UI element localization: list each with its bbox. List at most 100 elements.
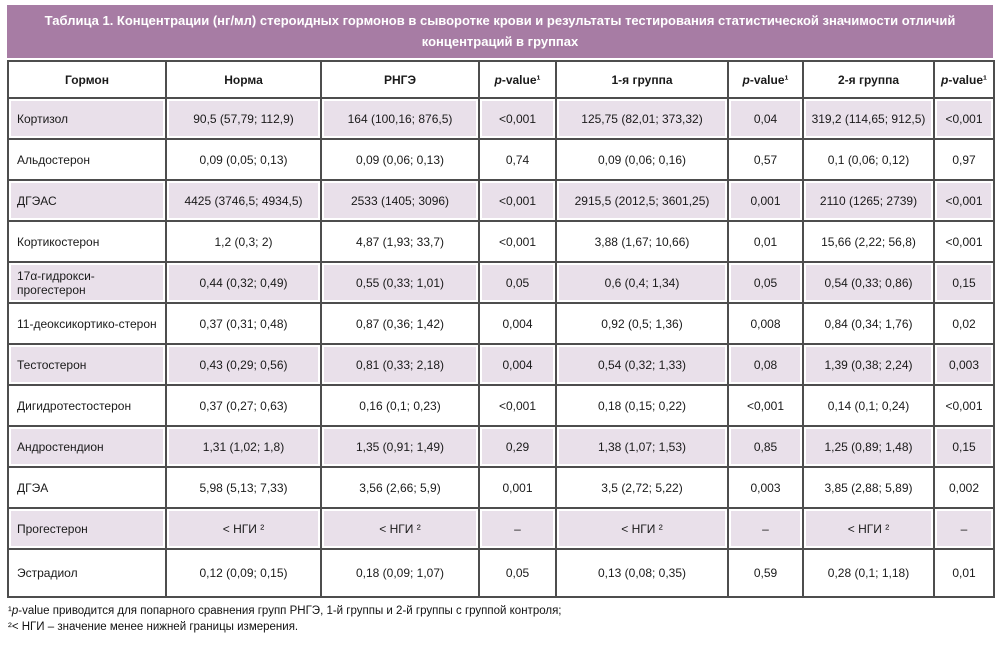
- column-header: p-value¹: [933, 60, 995, 99]
- value-cell: 0,81 (0,33; 2,18): [320, 343, 480, 386]
- value-cell: 1,25 (0,89; 1,48): [802, 425, 935, 468]
- value-cell: 0,004: [478, 343, 557, 386]
- value-cell: 0,18 (0,15; 0,22): [555, 384, 729, 427]
- value-cell: 0,59: [727, 548, 804, 598]
- table-row: Эстрадиол 0,12 (0,09; 0,15) 0,18 (0,09; 1,…: [7, 548, 995, 598]
- value-cell: 0,01: [727, 220, 804, 263]
- table-row: Андростендион 1,31 (1,02; 1,8) 1,35 (0,91;…: [7, 425, 995, 468]
- value-cell: 4,87 (1,93; 33,7): [320, 220, 480, 263]
- value-cell: 1,38 (1,07; 1,53): [555, 425, 729, 468]
- value-cell: –: [727, 507, 804, 550]
- value-cell: 0,09 (0,05; 0,13): [165, 138, 322, 181]
- value-cell: 0,6 (0,4; 1,34): [555, 261, 729, 304]
- column-header: Норма: [165, 60, 322, 99]
- table-row: ДГЭАС 4425 (3746,5; 4934,5) 2533 (1405; 30…: [7, 179, 995, 222]
- value-cell: 0,004: [478, 302, 557, 345]
- table-row: Дигидротестостерон 0,37 (0,27; 0,63) 0,16 …: [7, 384, 995, 427]
- value-cell: 0,05: [478, 261, 557, 304]
- table-row: Кортизол 90,5 (57,79; 112,9) 164 (100,16; …: [7, 97, 995, 140]
- footnote-1: ¹p-value приводится для попарного сравне…: [8, 605, 562, 617]
- value-cell: 1,39 (0,38; 2,24): [802, 343, 935, 386]
- value-cell: 0,14 (0,1; 0,24): [802, 384, 935, 427]
- value-cell: 0,29: [478, 425, 557, 468]
- value-cell: < НГИ ²: [320, 507, 480, 550]
- value-cell: <0,001: [727, 384, 804, 427]
- value-cell: 4425 (3746,5; 4934,5): [165, 179, 322, 222]
- value-cell: 0,18 (0,09; 1,07): [320, 548, 480, 598]
- value-cell: 0,74: [478, 138, 557, 181]
- table-row: Кортикостерон 1,2 (0,3; 2) 4,87 (1,93; 33,…: [7, 220, 995, 263]
- value-cell: 0,12 (0,09; 0,15): [165, 548, 322, 598]
- value-cell: <0,001: [933, 179, 995, 222]
- hormone-name-cell: ДГЭА: [7, 466, 167, 509]
- hormone-name-cell: Тестостерон: [7, 343, 167, 386]
- value-cell: –: [933, 507, 995, 550]
- column-header: РНГЭ: [320, 60, 480, 99]
- value-cell: 0,002: [933, 466, 995, 509]
- value-cell: 0,15: [933, 261, 995, 304]
- value-cell: 0,001: [727, 179, 804, 222]
- table-row: Прогестерон < НГИ ² < НГИ ² – < НГИ ² – < НГИ …: [7, 507, 995, 550]
- value-cell: <0,001: [933, 220, 995, 263]
- value-cell: 2110 (1265; 2739): [802, 179, 935, 222]
- value-cell: 0,87 (0,36; 1,42): [320, 302, 480, 345]
- hormones-table: Гормон Норма РНГЭ p-value¹ 1-я группа p-value…: [7, 60, 995, 598]
- hormone-name-cell: ДГЭАС: [7, 179, 167, 222]
- value-cell: 0,08: [727, 343, 804, 386]
- value-cell: 1,35 (0,91; 1,49): [320, 425, 480, 468]
- value-cell: 0,008: [727, 302, 804, 345]
- value-cell: 0,37 (0,31; 0,48): [165, 302, 322, 345]
- value-cell: <0,001: [478, 220, 557, 263]
- value-cell: 0,01: [933, 548, 995, 598]
- hormone-name-cell: Кортикостерон: [7, 220, 167, 263]
- column-header: 1-я группа: [555, 60, 729, 99]
- value-cell: 0,16 (0,1; 0,23): [320, 384, 480, 427]
- value-cell: <0,001: [933, 384, 995, 427]
- value-cell: 2533 (1405; 3096): [320, 179, 480, 222]
- table-body: Кортизол 90,5 (57,79; 112,9) 164 (100,16; …: [7, 97, 995, 598]
- value-cell: 0,04: [727, 97, 804, 140]
- header-row: Гормон Норма РНГЭ p-value¹ 1-я группа p-value…: [7, 60, 995, 99]
- value-cell: <0,001: [478, 179, 557, 222]
- value-cell: 0,13 (0,08; 0,35): [555, 548, 729, 598]
- value-cell: 319,2 (114,65; 912,5): [802, 97, 935, 140]
- value-cell: 164 (100,16; 876,5): [320, 97, 480, 140]
- table-title-banner: Таблица 1. Концентрации (нг/мл) стероидн…: [7, 5, 993, 58]
- value-cell: 0,05: [478, 548, 557, 598]
- column-header: p-value¹: [727, 60, 804, 99]
- value-cell: 0,15: [933, 425, 995, 468]
- value-cell: 0,97: [933, 138, 995, 181]
- value-cell: 3,88 (1,67; 10,66): [555, 220, 729, 263]
- value-cell: 5,98 (5,13; 7,33): [165, 466, 322, 509]
- hormone-name-cell: 11-деоксикортико-стерон: [7, 302, 167, 345]
- column-header: Гормон: [7, 60, 167, 99]
- value-cell: < НГИ ²: [555, 507, 729, 550]
- value-cell: 0,57: [727, 138, 804, 181]
- value-cell: <0,001: [478, 384, 557, 427]
- value-cell: 0,44 (0,32; 0,49): [165, 261, 322, 304]
- value-cell: 0,55 (0,33; 1,01): [320, 261, 480, 304]
- value-cell: 0,003: [727, 466, 804, 509]
- value-cell: 0,1 (0,06; 0,12): [802, 138, 935, 181]
- value-cell: 0,05: [727, 261, 804, 304]
- table-row: 11-деоксикортико-стерон 0,37 (0,31; 0,48)…: [7, 302, 995, 345]
- value-cell: 0,92 (0,5; 1,36): [555, 302, 729, 345]
- value-cell: 0,84 (0,34; 1,76): [802, 302, 935, 345]
- hormone-name-cell: Прогестерон: [7, 507, 167, 550]
- value-cell: –: [478, 507, 557, 550]
- table-row: ДГЭА 5,98 (5,13; 7,33) 3,56 (2,66; 5,9) 0,0…: [7, 466, 995, 509]
- hormone-name-cell: Эстрадиол: [7, 548, 167, 598]
- value-cell: 125,75 (82,01; 373,32): [555, 97, 729, 140]
- value-cell: <0,001: [933, 97, 995, 140]
- value-cell: 0,09 (0,06; 0,16): [555, 138, 729, 181]
- table-row: 17α-гидрокси-прогестерон 0,44 (0,32; 0,49…: [7, 261, 995, 304]
- value-cell: 3,85 (2,88; 5,89): [802, 466, 935, 509]
- value-cell: 0,54 (0,32; 1,33): [555, 343, 729, 386]
- hormone-name-cell: 17α-гидрокси-прогестерон: [7, 261, 167, 304]
- table-row: Тестостерон 0,43 (0,29; 0,56) 0,81 (0,33; …: [7, 343, 995, 386]
- table-row: Альдостерон 0,09 (0,05; 0,13) 0,09 (0,06; …: [7, 138, 995, 181]
- value-cell: 1,2 (0,3; 2): [165, 220, 322, 263]
- value-cell: <0,001: [478, 97, 557, 140]
- value-cell: 2915,5 (2012,5; 3601,25): [555, 179, 729, 222]
- value-cell: < НГИ ²: [165, 507, 322, 550]
